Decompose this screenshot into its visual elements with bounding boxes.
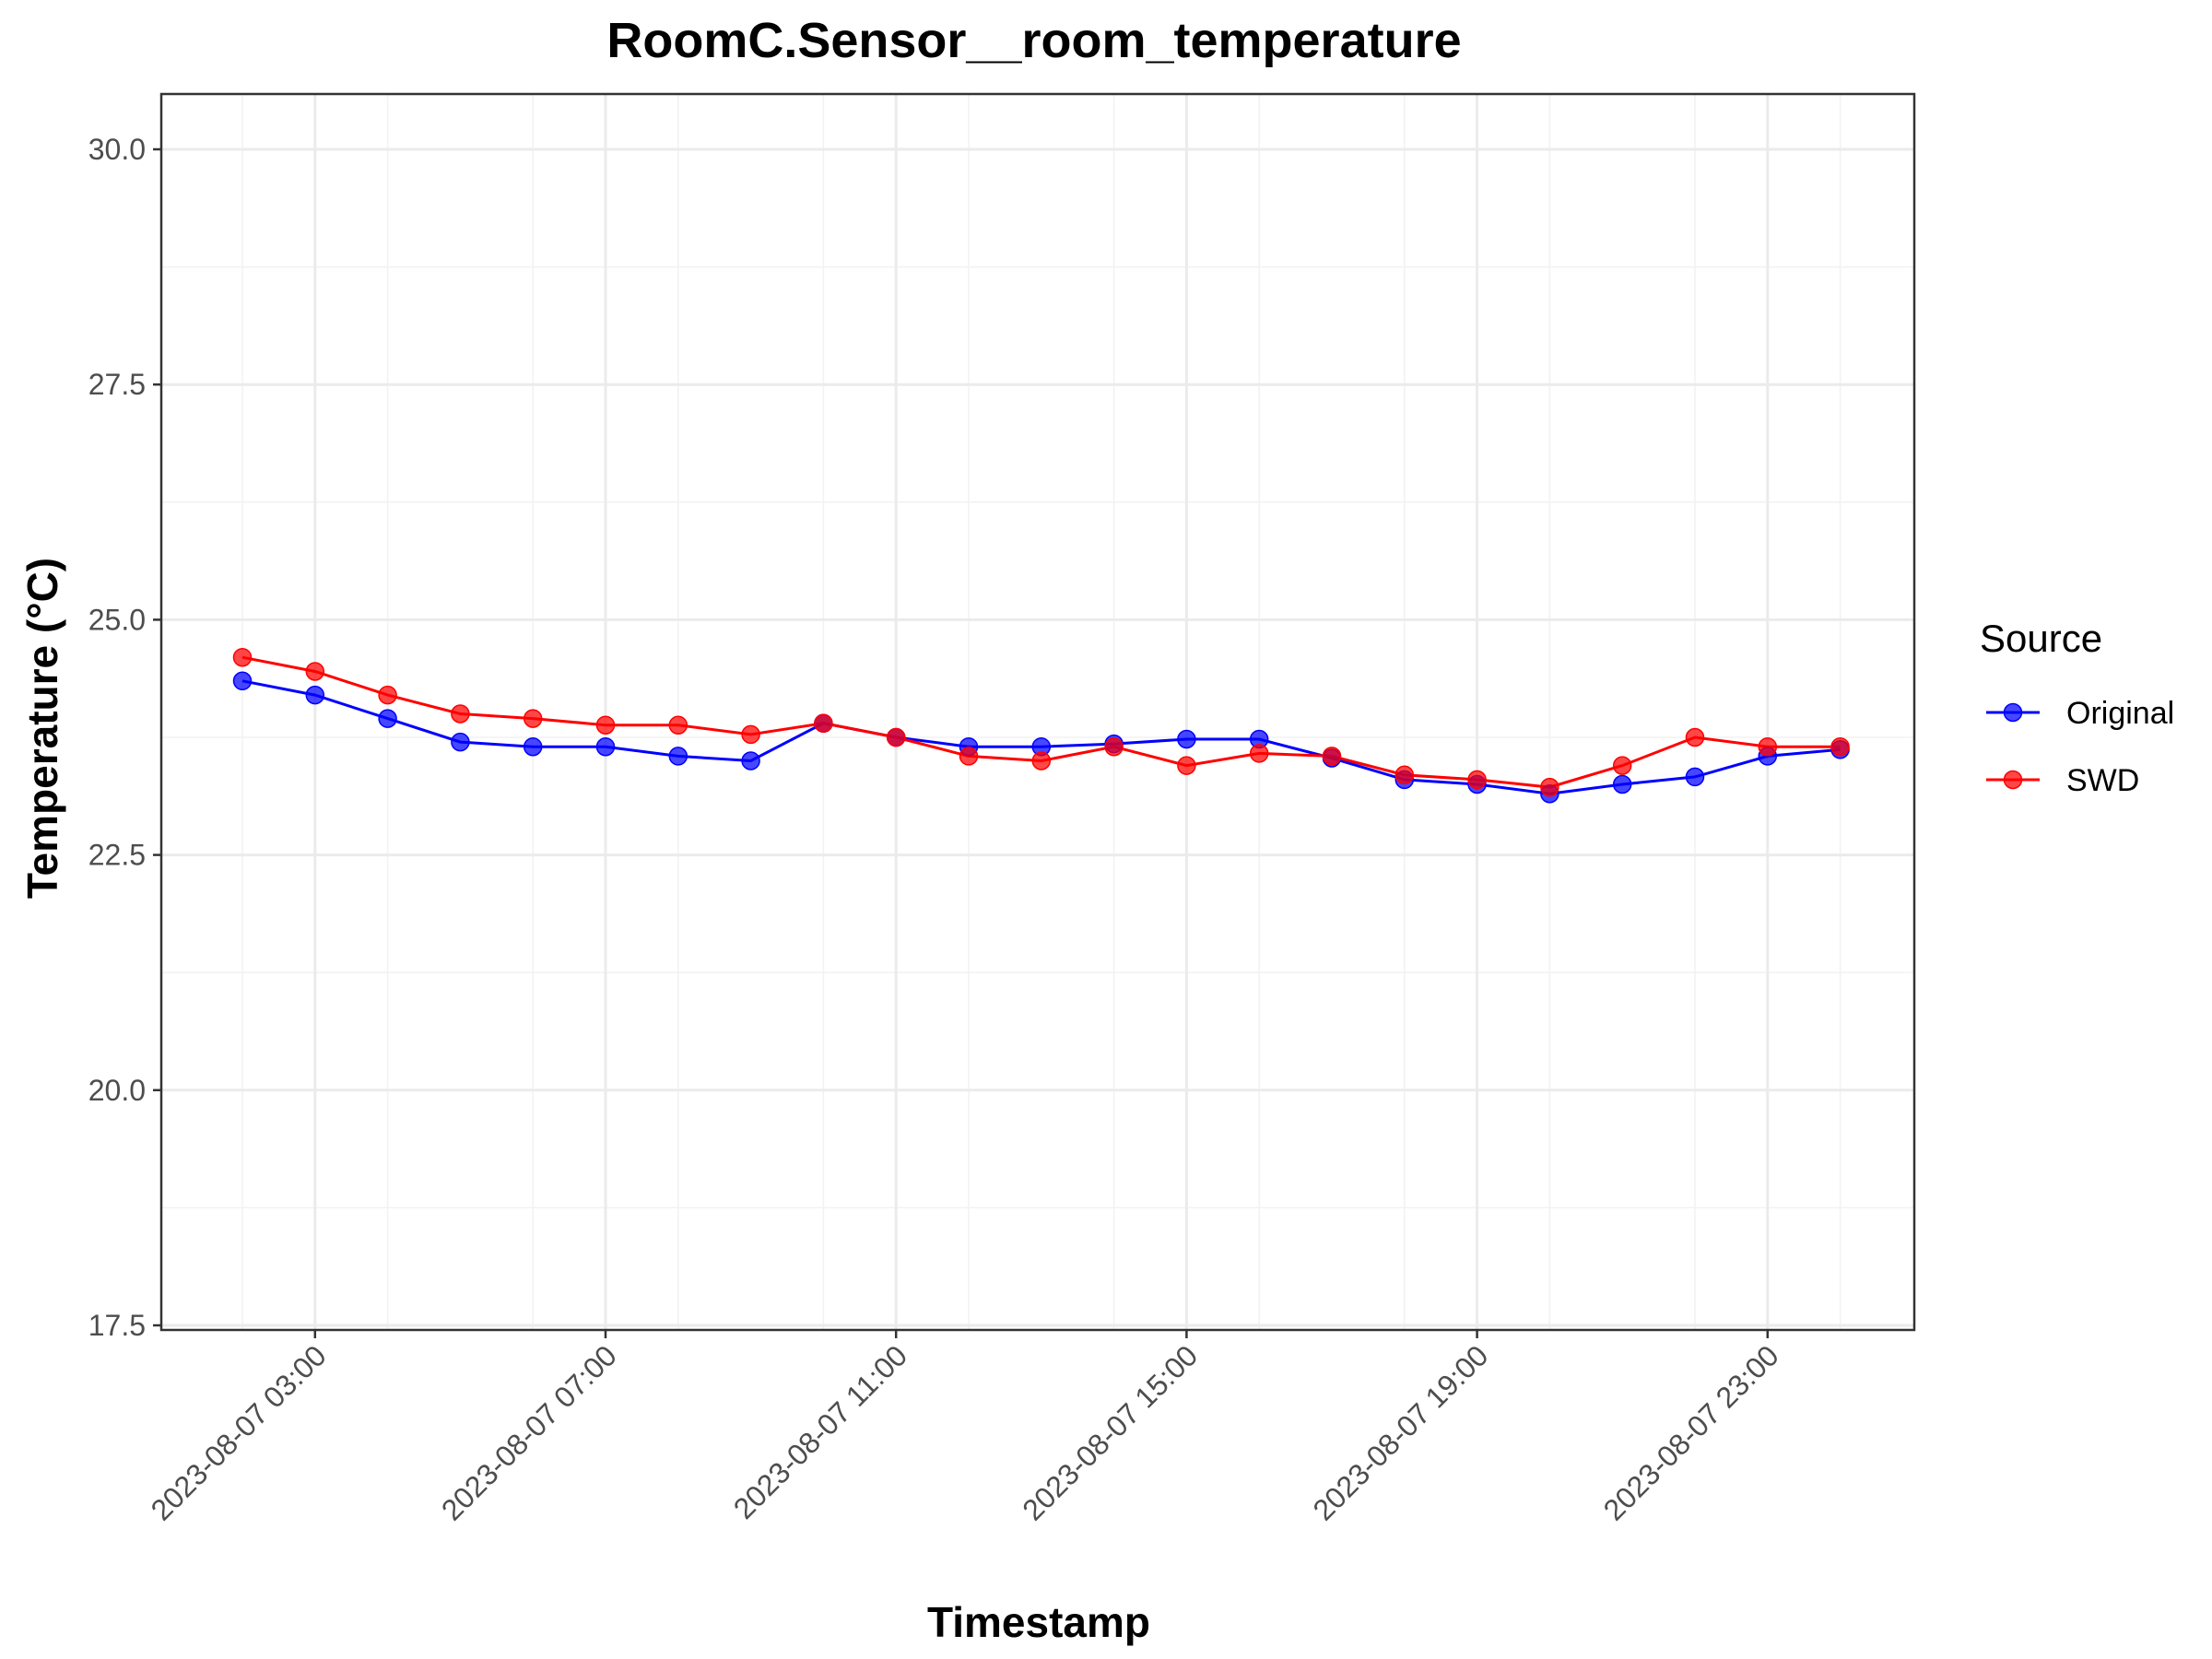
data-point-swd bbox=[378, 685, 397, 705]
data-point-swd bbox=[232, 647, 253, 667]
y-tick-label: 30.0 bbox=[88, 133, 146, 166]
data-point-swd bbox=[1031, 751, 1052, 771]
legend-title: Source bbox=[1980, 617, 2102, 660]
x-axis-title: Timestamp bbox=[927, 1598, 1150, 1646]
panel-border bbox=[159, 92, 1916, 1332]
chart-title: RoomC.Sensor__room_temperature bbox=[606, 13, 1461, 68]
data-point-swd bbox=[1612, 756, 1632, 775]
data-point-original bbox=[668, 747, 688, 766]
data-point-swd bbox=[959, 747, 979, 766]
y-tick-label: 20.0 bbox=[88, 1074, 146, 1107]
data-point-swd bbox=[1685, 727, 1705, 747]
data-point-original bbox=[378, 709, 397, 728]
data-point-swd bbox=[886, 727, 906, 747]
y-tick-label: 17.5 bbox=[88, 1309, 146, 1342]
data-point-original bbox=[305, 685, 325, 705]
data-point-original bbox=[741, 751, 760, 771]
data-point-swd bbox=[305, 662, 325, 681]
data-point-swd bbox=[741, 724, 760, 745]
data-point-swd bbox=[1467, 770, 1487, 790]
data-point-original bbox=[595, 736, 616, 757]
y-axis-title: Temperature (°C) bbox=[18, 558, 66, 899]
data-point-swd bbox=[814, 713, 833, 733]
data-point-swd bbox=[1177, 756, 1196, 775]
legend-label-original: Original bbox=[2066, 696, 2174, 731]
y-tick-label: 27.5 bbox=[88, 368, 146, 401]
y-tick-label: 22.5 bbox=[88, 839, 146, 872]
data-point-original bbox=[232, 671, 253, 691]
panel-background bbox=[161, 94, 1914, 1330]
data-point-original bbox=[451, 732, 470, 752]
data-point-swd bbox=[1830, 736, 1850, 757]
data-point-swd bbox=[451, 704, 470, 724]
data-point-swd bbox=[668, 715, 688, 735]
legend-label-swd: SWD bbox=[2066, 763, 2139, 798]
y-tick-label: 25.0 bbox=[88, 603, 146, 636]
data-point-swd bbox=[1758, 736, 1778, 757]
data-point-swd bbox=[1104, 736, 1124, 757]
legend: Source Original SWD bbox=[1980, 617, 2174, 798]
legend-key-point-original bbox=[2003, 702, 2023, 723]
data-point-swd bbox=[1249, 744, 1269, 763]
legend-key-point-swd bbox=[2003, 770, 2023, 790]
data-point-swd bbox=[1394, 765, 1415, 785]
data-point-original bbox=[523, 736, 543, 757]
data-point-swd bbox=[523, 709, 543, 728]
data-point-swd bbox=[1322, 747, 1342, 766]
data-point-original bbox=[1177, 729, 1196, 749]
data-point-original bbox=[1612, 774, 1632, 794]
data-point-swd bbox=[595, 715, 616, 735]
data-point-original bbox=[1685, 767, 1705, 787]
data-point-swd bbox=[1540, 777, 1559, 797]
